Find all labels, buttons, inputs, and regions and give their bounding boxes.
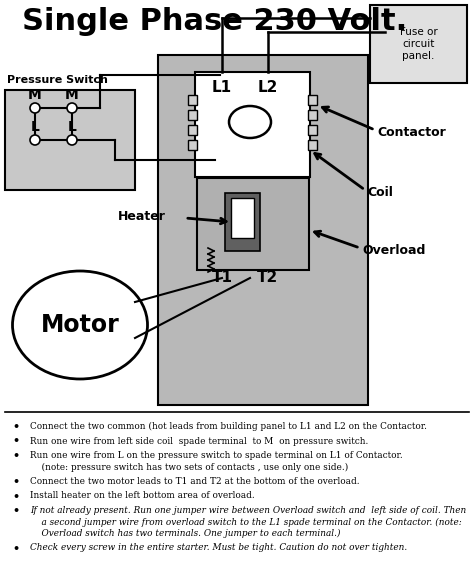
Text: (note: pressure switch has two sets of contacts , use only one side.): (note: pressure switch has two sets of c… [30, 463, 348, 472]
Circle shape [30, 103, 40, 113]
Text: •: • [12, 544, 19, 554]
Bar [308, 95, 317, 105]
Text: •: • [12, 451, 19, 461]
Bar [188, 110, 197, 120]
Circle shape [30, 135, 40, 145]
Circle shape [67, 103, 77, 113]
Text: T1: T1 [211, 271, 233, 286]
Circle shape [67, 135, 77, 145]
Bar [188, 95, 197, 105]
Bar [308, 110, 317, 120]
Bar [158, 55, 368, 405]
Bar [231, 198, 254, 238]
Text: •: • [12, 422, 19, 432]
Bar [188, 125, 197, 135]
Ellipse shape [12, 271, 147, 379]
Text: Single Phase 230 Volt.: Single Phase 230 Volt. [22, 7, 408, 36]
Text: Connect the two motor leads to T1 and T2 at the bottom of the overload.: Connect the two motor leads to T1 and T2… [30, 477, 360, 486]
Bar [308, 140, 317, 150]
Bar [5, 90, 135, 190]
Text: L: L [68, 120, 76, 134]
Text: •: • [12, 437, 19, 446]
Text: •: • [12, 506, 19, 516]
Text: M: M [28, 88, 42, 102]
Text: L: L [30, 120, 39, 134]
Bar [225, 193, 260, 251]
Text: L2: L2 [258, 79, 278, 94]
Text: •: • [12, 491, 19, 502]
Bar [370, 5, 467, 83]
Text: Check every screw in the entire starter. Must be tight. Caution do not over tigh: Check every screw in the entire starter.… [30, 544, 407, 552]
Text: Overload: Overload [362, 244, 425, 256]
Text: T2: T2 [257, 271, 279, 286]
Text: Fuse or
circuit
panel.: Fuse or circuit panel. [400, 28, 438, 60]
Text: Run one wire from left side coil  spade terminal  to M  on pressure switch.: Run one wire from left side coil spade t… [30, 437, 368, 445]
Text: Motor: Motor [41, 313, 119, 337]
Text: Install heater on the left bottom area of overload.: Install heater on the left bottom area o… [30, 491, 255, 501]
Text: Run one wire from L on the pressure switch to spade terminal on L1 of Contactor.: Run one wire from L on the pressure swit… [30, 451, 403, 460]
Bar [197, 178, 309, 270]
Text: L1: L1 [212, 79, 232, 94]
Text: Pressure Switch: Pressure Switch [7, 75, 108, 85]
Text: Coil: Coil [367, 185, 393, 199]
Text: Overload switch has two terminals. One jumper to each terminal.): Overload switch has two terminals. One j… [30, 529, 340, 538]
Bar [188, 140, 197, 150]
Text: Heater: Heater [118, 210, 166, 222]
Bar [195, 72, 310, 177]
Text: M: M [65, 88, 79, 102]
Text: •: • [12, 477, 19, 487]
Text: Contactor: Contactor [377, 126, 446, 138]
Text: Connect the two common (hot leads from building panel to L1 and L2 on the Contac: Connect the two common (hot leads from b… [30, 422, 427, 431]
Ellipse shape [229, 106, 271, 138]
Text: If not already present. Run one jumper wire between Overload switch and  left si: If not already present. Run one jumper w… [30, 506, 466, 515]
Text: a second jumper wire from overload switch to the L1 spade terminal on the Contac: a second jumper wire from overload switc… [30, 517, 462, 526]
Bar [308, 125, 317, 135]
